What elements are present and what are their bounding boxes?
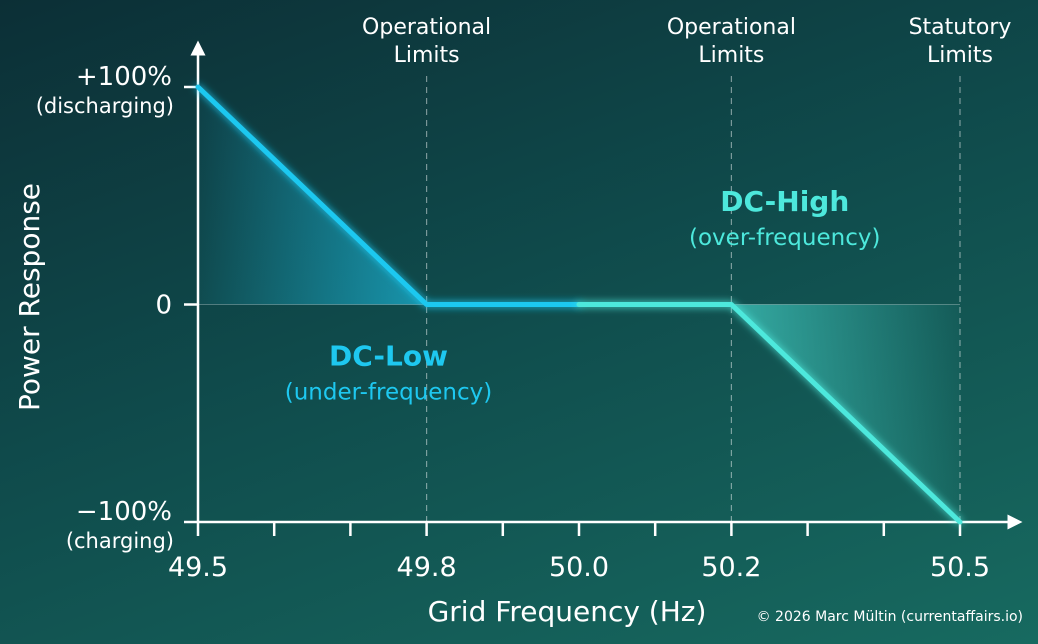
y-tick-label-1: 0 (155, 291, 172, 321)
copyright-notice: © 2026 Marc Mültin (currentaffairs.io) (757, 609, 1023, 625)
x-tick-label-0: 49.5 (168, 552, 228, 583)
annotation-title-0: DC-Low (329, 339, 448, 372)
y-tick-sublabel-0: (discharging) (36, 94, 174, 118)
limit-label-2-line-0: Statutory (909, 15, 1012, 40)
series-line-dc-low (195, 84, 582, 307)
annotation-subtitle-1: (over-frequency) (689, 225, 880, 251)
y-axis-label: Power Response (13, 183, 46, 411)
series-line-dc-high (576, 302, 963, 525)
y-tick-sublabel-2: (charging) (66, 529, 174, 553)
annotation-subtitle-0: (under-frequency) (285, 379, 493, 405)
x-tick-label-4: 50.5 (930, 552, 990, 583)
limit-label-1-line-0: Operational (667, 15, 796, 40)
x-tick-label-2: 50.0 (549, 552, 609, 583)
y-tick-label-2: −100% (76, 497, 172, 527)
x-axis-label: Grid Frequency (Hz) (428, 595, 707, 628)
limit-labels: Operational Limits Operational Limits Statut… (362, 15, 1011, 68)
y-tick-label-0: +100% (76, 62, 172, 92)
limit-label-0-line-1: Limits (394, 43, 460, 68)
limit-label-0-line-0: Operational (362, 15, 491, 40)
limit-label-1-line-1: Limits (698, 43, 764, 68)
series-lines (195, 84, 963, 525)
x-tick-label-1: 49.8 (397, 552, 457, 583)
annotations: DC-Low (under-frequency) DC-High (over-freq… (285, 185, 881, 405)
axis-ticks: 49.5 49.8 50.0 50.2 50.5 +100%(discharging) 0 −… (36, 62, 990, 583)
limit-label-2-line-1: Limits (927, 43, 993, 68)
axes (190, 40, 1023, 530)
annotation-title-1: DC-High (720, 185, 849, 218)
x-tick-label-3: 50.2 (701, 552, 761, 583)
